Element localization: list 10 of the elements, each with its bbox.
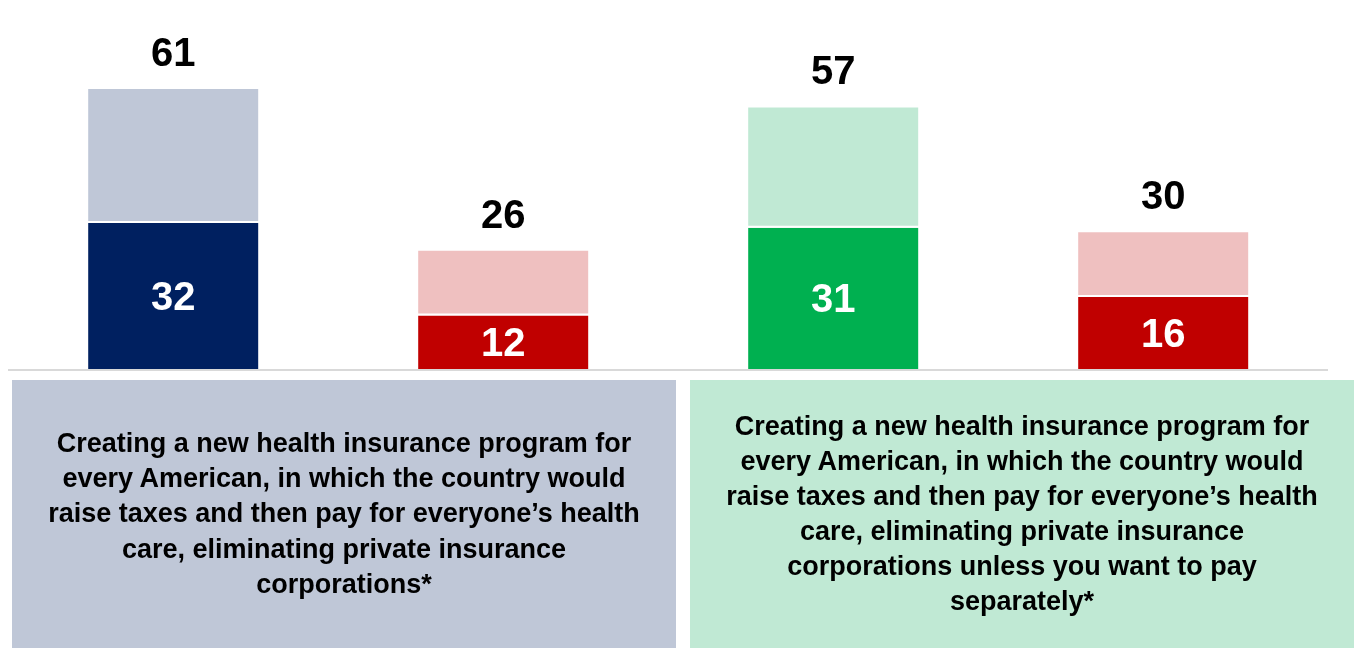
data-label: 12 [480,320,526,365]
data-label: 31 [810,276,856,321]
total-label: 61 [150,30,196,74]
text: Creating a new health insurance program for every American, in which the country would raise taxes and then pay for everyone’s health care, eliminating private insurance corporations* [47,427,641,601]
total-label: 30 [1140,173,1186,218]
text: Creating a new health insurance program for every American, in which the country would raise taxes and then pay for everyone’s health care, eliminating private insurance corporations unless you want to pay separately* [725,409,1319,619]
data-label: 16 [1140,311,1186,356]
total-label: 26 [480,191,526,236]
total-label: 57 [810,48,856,93]
data-label: 32 [150,274,196,319]
